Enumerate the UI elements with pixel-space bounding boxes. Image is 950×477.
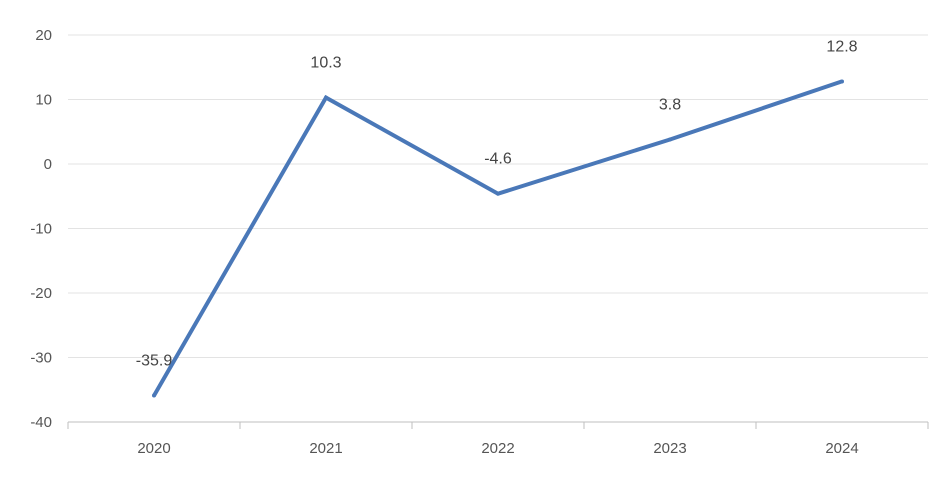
y-tick-label: -10 [30, 221, 52, 238]
y-tick-label: 20 [35, 27, 52, 44]
data-label: 12.8 [826, 38, 857, 55]
y-tick-label: -20 [30, 285, 52, 302]
y-tick-label: 10 [35, 92, 52, 109]
data-label: -4.6 [484, 151, 512, 168]
data-point [324, 95, 328, 100]
x-tick-label: 2023 [653, 440, 686, 457]
data-point [152, 393, 156, 398]
data-point [496, 191, 500, 196]
data-label: 3.8 [659, 96, 681, 113]
series-line [152, 79, 843, 397]
data-label: 10.3 [310, 55, 341, 72]
x-tick-label: 2024 [825, 440, 858, 457]
data-label: -35.9 [136, 353, 173, 370]
x-tick-label: 2020 [137, 440, 170, 457]
y-tick-label: -30 [30, 350, 52, 367]
data-point [668, 137, 672, 142]
y-tick-label: -40 [30, 414, 52, 431]
data-point [840, 79, 844, 84]
x-tick-label: 2022 [481, 440, 514, 457]
y-tick-label: 0 [44, 156, 52, 173]
x-tick-label: 2021 [309, 440, 342, 457]
